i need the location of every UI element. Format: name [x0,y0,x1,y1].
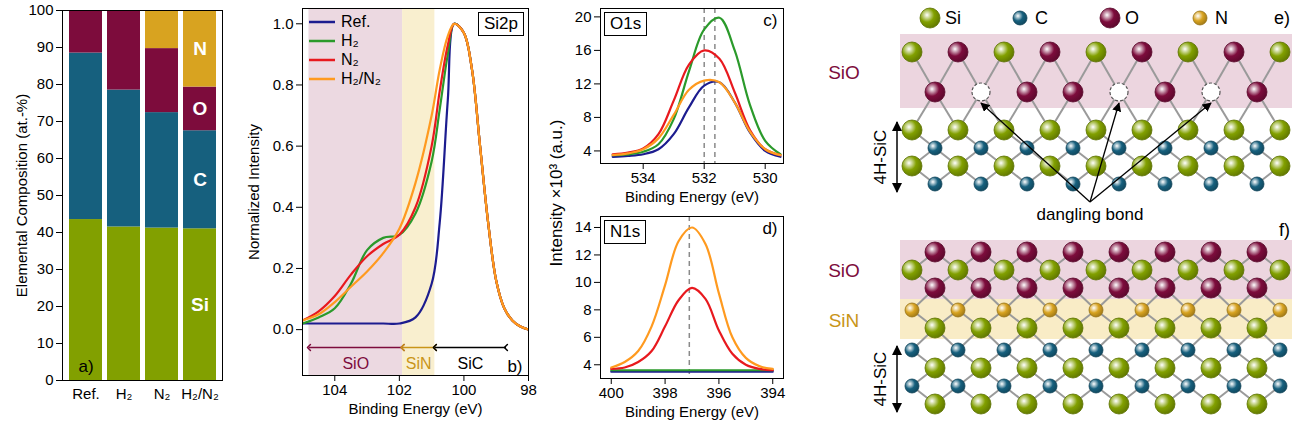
html-text:N₂: N₂ [341,51,359,68]
svg-text:0.0: 0.0 [273,320,294,337]
svg-text:0: 0 [45,371,53,388]
svg-text:10: 10 [575,273,592,290]
svg-text:530: 530 [753,169,778,186]
html-text:Ref.: Ref. [341,13,371,30]
html-text:Intensity ×10³ (a.u.): Intensity ×10³ (a.u.) [547,119,566,267]
svg-text:6: 6 [583,328,591,345]
svg-text:400: 400 [599,384,624,401]
svg-text:Si: Si [191,294,209,315]
svg-text:Ref.: Ref. [72,385,100,402]
svg-text:0.2: 0.2 [273,259,294,276]
svg-text:dangling bond: dangling bond [1037,205,1144,224]
svg-text:N₂: N₂ [154,385,171,402]
svg-text:100: 100 [451,381,476,398]
svg-text:4: 4 [583,142,591,159]
svg-text:396: 396 [706,384,731,401]
html-text:O1s: O1s [610,14,642,33]
svg-text:532: 532 [692,169,717,186]
svg-text:f): f) [1279,220,1290,240]
svg-text:12: 12 [575,75,592,92]
svg-text:Normalized Intensity: Normalized Intensity [245,124,262,260]
svg-text:30: 30 [37,260,54,277]
svg-text:SiO: SiO [828,62,860,83]
svg-text:O: O [193,98,208,119]
html-text:N1s: N1s [610,222,641,241]
svg-text:394: 394 [760,384,785,401]
svg-text:1.0: 1.0 [273,15,294,32]
svg-text:0.8: 0.8 [273,76,294,93]
svg-text:N: N [1215,8,1228,28]
svg-text:Binding Energy (eV): Binding Energy (eV) [625,403,759,420]
svg-text:20: 20 [575,8,592,25]
svg-text:SiN: SiN [406,355,432,372]
svg-text:50: 50 [37,186,54,203]
svg-text:8: 8 [583,108,591,125]
svg-text:100: 100 [28,1,53,18]
svg-text:H₂: H₂ [116,385,133,402]
html-text:Si2p: Si2p [484,14,518,33]
svg-text:H₂/N₂: H₂/N₂ [181,385,219,402]
svg-text:SiC: SiC [457,355,483,372]
svg-text:Si: Si [945,8,961,28]
svg-text:12: 12 [575,246,592,263]
svg-text:10: 10 [37,334,54,351]
svg-text:C: C [1035,8,1048,28]
svg-text:O: O [1125,8,1139,28]
svg-text:N: N [193,38,207,59]
svg-text:8: 8 [583,301,591,318]
svg-text:14: 14 [575,218,592,235]
svg-text:80: 80 [37,75,54,92]
svg-text:102: 102 [387,381,412,398]
svg-text:4H-SiC: 4H-SiC [871,130,890,185]
svg-text:C: C [193,169,207,190]
svg-text:Binding Energy (eV): Binding Energy (eV) [348,400,482,417]
svg-text:a): a) [78,357,93,376]
svg-text:104: 104 [322,381,347,398]
svg-text:SiO: SiO [342,355,369,372]
svg-text:90: 90 [37,38,54,55]
svg-text:Elemental Composition (at.-%): Elemental Composition (at.-%) [13,94,30,297]
svg-text:398: 398 [653,384,678,401]
svg-text:SiO: SiO [828,260,860,281]
svg-text:16: 16 [575,41,592,58]
svg-text:d): d) [762,219,777,238]
svg-text:SiN: SiN [829,310,860,331]
svg-text:70: 70 [37,112,54,129]
svg-text:Binding Energy (eV): Binding Energy (eV) [625,188,759,205]
svg-text:98: 98 [520,381,537,398]
html-text:H₂/N₂: H₂/N₂ [341,70,381,87]
svg-text:e): e) [1274,8,1290,28]
svg-text:534: 534 [631,169,656,186]
svg-text:60: 60 [37,149,54,166]
html-text:H₂: H₂ [341,32,359,49]
svg-text:0.4: 0.4 [273,198,294,215]
svg-text:b): b) [507,357,522,376]
svg-text:c): c) [763,11,777,30]
svg-text:4H-SiC: 4H-SiC [871,352,890,407]
svg-text:0.6: 0.6 [273,137,294,154]
svg-text:4: 4 [583,356,591,373]
svg-text:40: 40 [37,223,54,240]
svg-text:20: 20 [37,297,54,314]
